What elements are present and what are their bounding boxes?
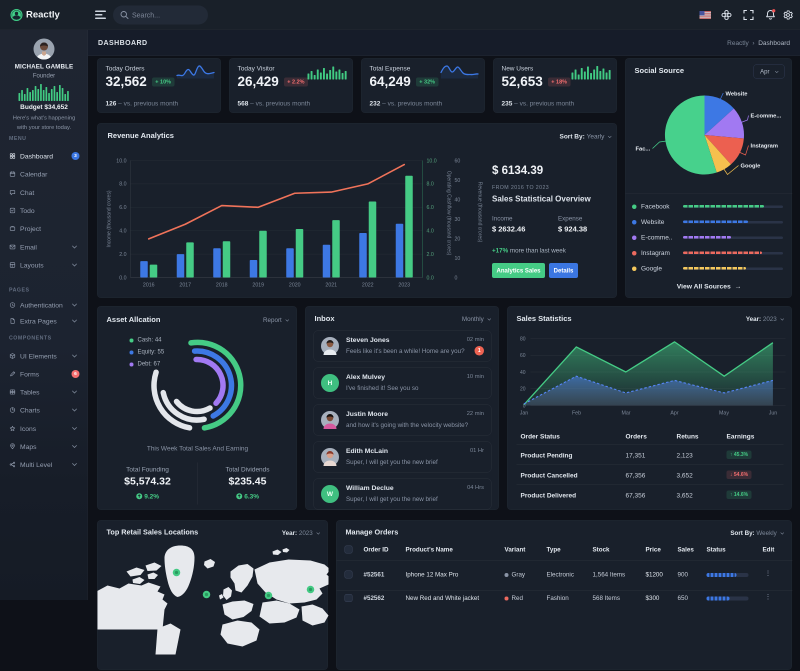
svg-text:Mar: Mar [621, 411, 630, 417]
svg-text:2016: 2016 [143, 283, 155, 289]
svg-text:0: 0 [455, 275, 458, 281]
svg-text:20: 20 [520, 387, 526, 393]
svg-text:8.0: 8.0 [119, 182, 126, 188]
svg-text:0.0: 0.0 [119, 275, 126, 281]
svg-text:60: 60 [455, 158, 461, 164]
svg-text:6.0: 6.0 [427, 205, 434, 211]
svg-text:10.0: 10.0 [116, 158, 126, 164]
svg-text:2018: 2018 [216, 283, 228, 289]
svg-text:E-comme...: E-comme... [751, 114, 782, 120]
svg-text:0.0: 0.0 [427, 275, 434, 281]
svg-text:Fac...: Fac... [636, 147, 651, 153]
svg-text:2022: 2022 [362, 283, 374, 289]
svg-text:2023: 2023 [398, 283, 410, 289]
svg-text:Apr: Apr [670, 411, 678, 417]
svg-text:2020: 2020 [289, 283, 301, 289]
svg-text:10.0: 10.0 [427, 158, 437, 164]
svg-text:Google: Google [741, 164, 761, 170]
svg-text:50: 50 [455, 178, 461, 184]
svg-text:20: 20 [455, 236, 461, 242]
svg-text:60: 60 [520, 353, 526, 359]
svg-text:Operating Cashflow (thousand c: Operating Cashflow (thousand crores) [446, 171, 452, 256]
svg-text:4.0: 4.0 [427, 228, 434, 234]
svg-text:30: 30 [455, 217, 461, 223]
svg-text:Jun: Jun [769, 411, 778, 417]
svg-text:6.0: 6.0 [119, 205, 126, 211]
svg-text:Feb: Feb [572, 411, 581, 417]
svg-text:80: 80 [520, 336, 526, 342]
svg-text:2019: 2019 [252, 283, 264, 289]
svg-text:Revenue (thousand crores): Revenue (thousand crores) [477, 182, 483, 243]
svg-text:Income (thousand crores): Income (thousand crores) [107, 190, 113, 247]
svg-text:Website: Website [726, 92, 748, 98]
svg-text:Instagram: Instagram [751, 144, 778, 150]
svg-text:40: 40 [520, 370, 526, 376]
svg-text:2017: 2017 [179, 283, 191, 289]
svg-text:May: May [719, 411, 729, 417]
svg-text:Jan: Jan [520, 411, 529, 417]
svg-text:8.0: 8.0 [427, 182, 434, 188]
svg-text:40: 40 [455, 197, 461, 203]
svg-text:2.0: 2.0 [427, 252, 434, 258]
svg-text:0: 0 [523, 403, 526, 409]
svg-text:4.0: 4.0 [119, 228, 126, 234]
svg-text:2.0: 2.0 [119, 252, 126, 258]
svg-text:10: 10 [455, 256, 461, 262]
svg-text:2021: 2021 [325, 283, 337, 289]
